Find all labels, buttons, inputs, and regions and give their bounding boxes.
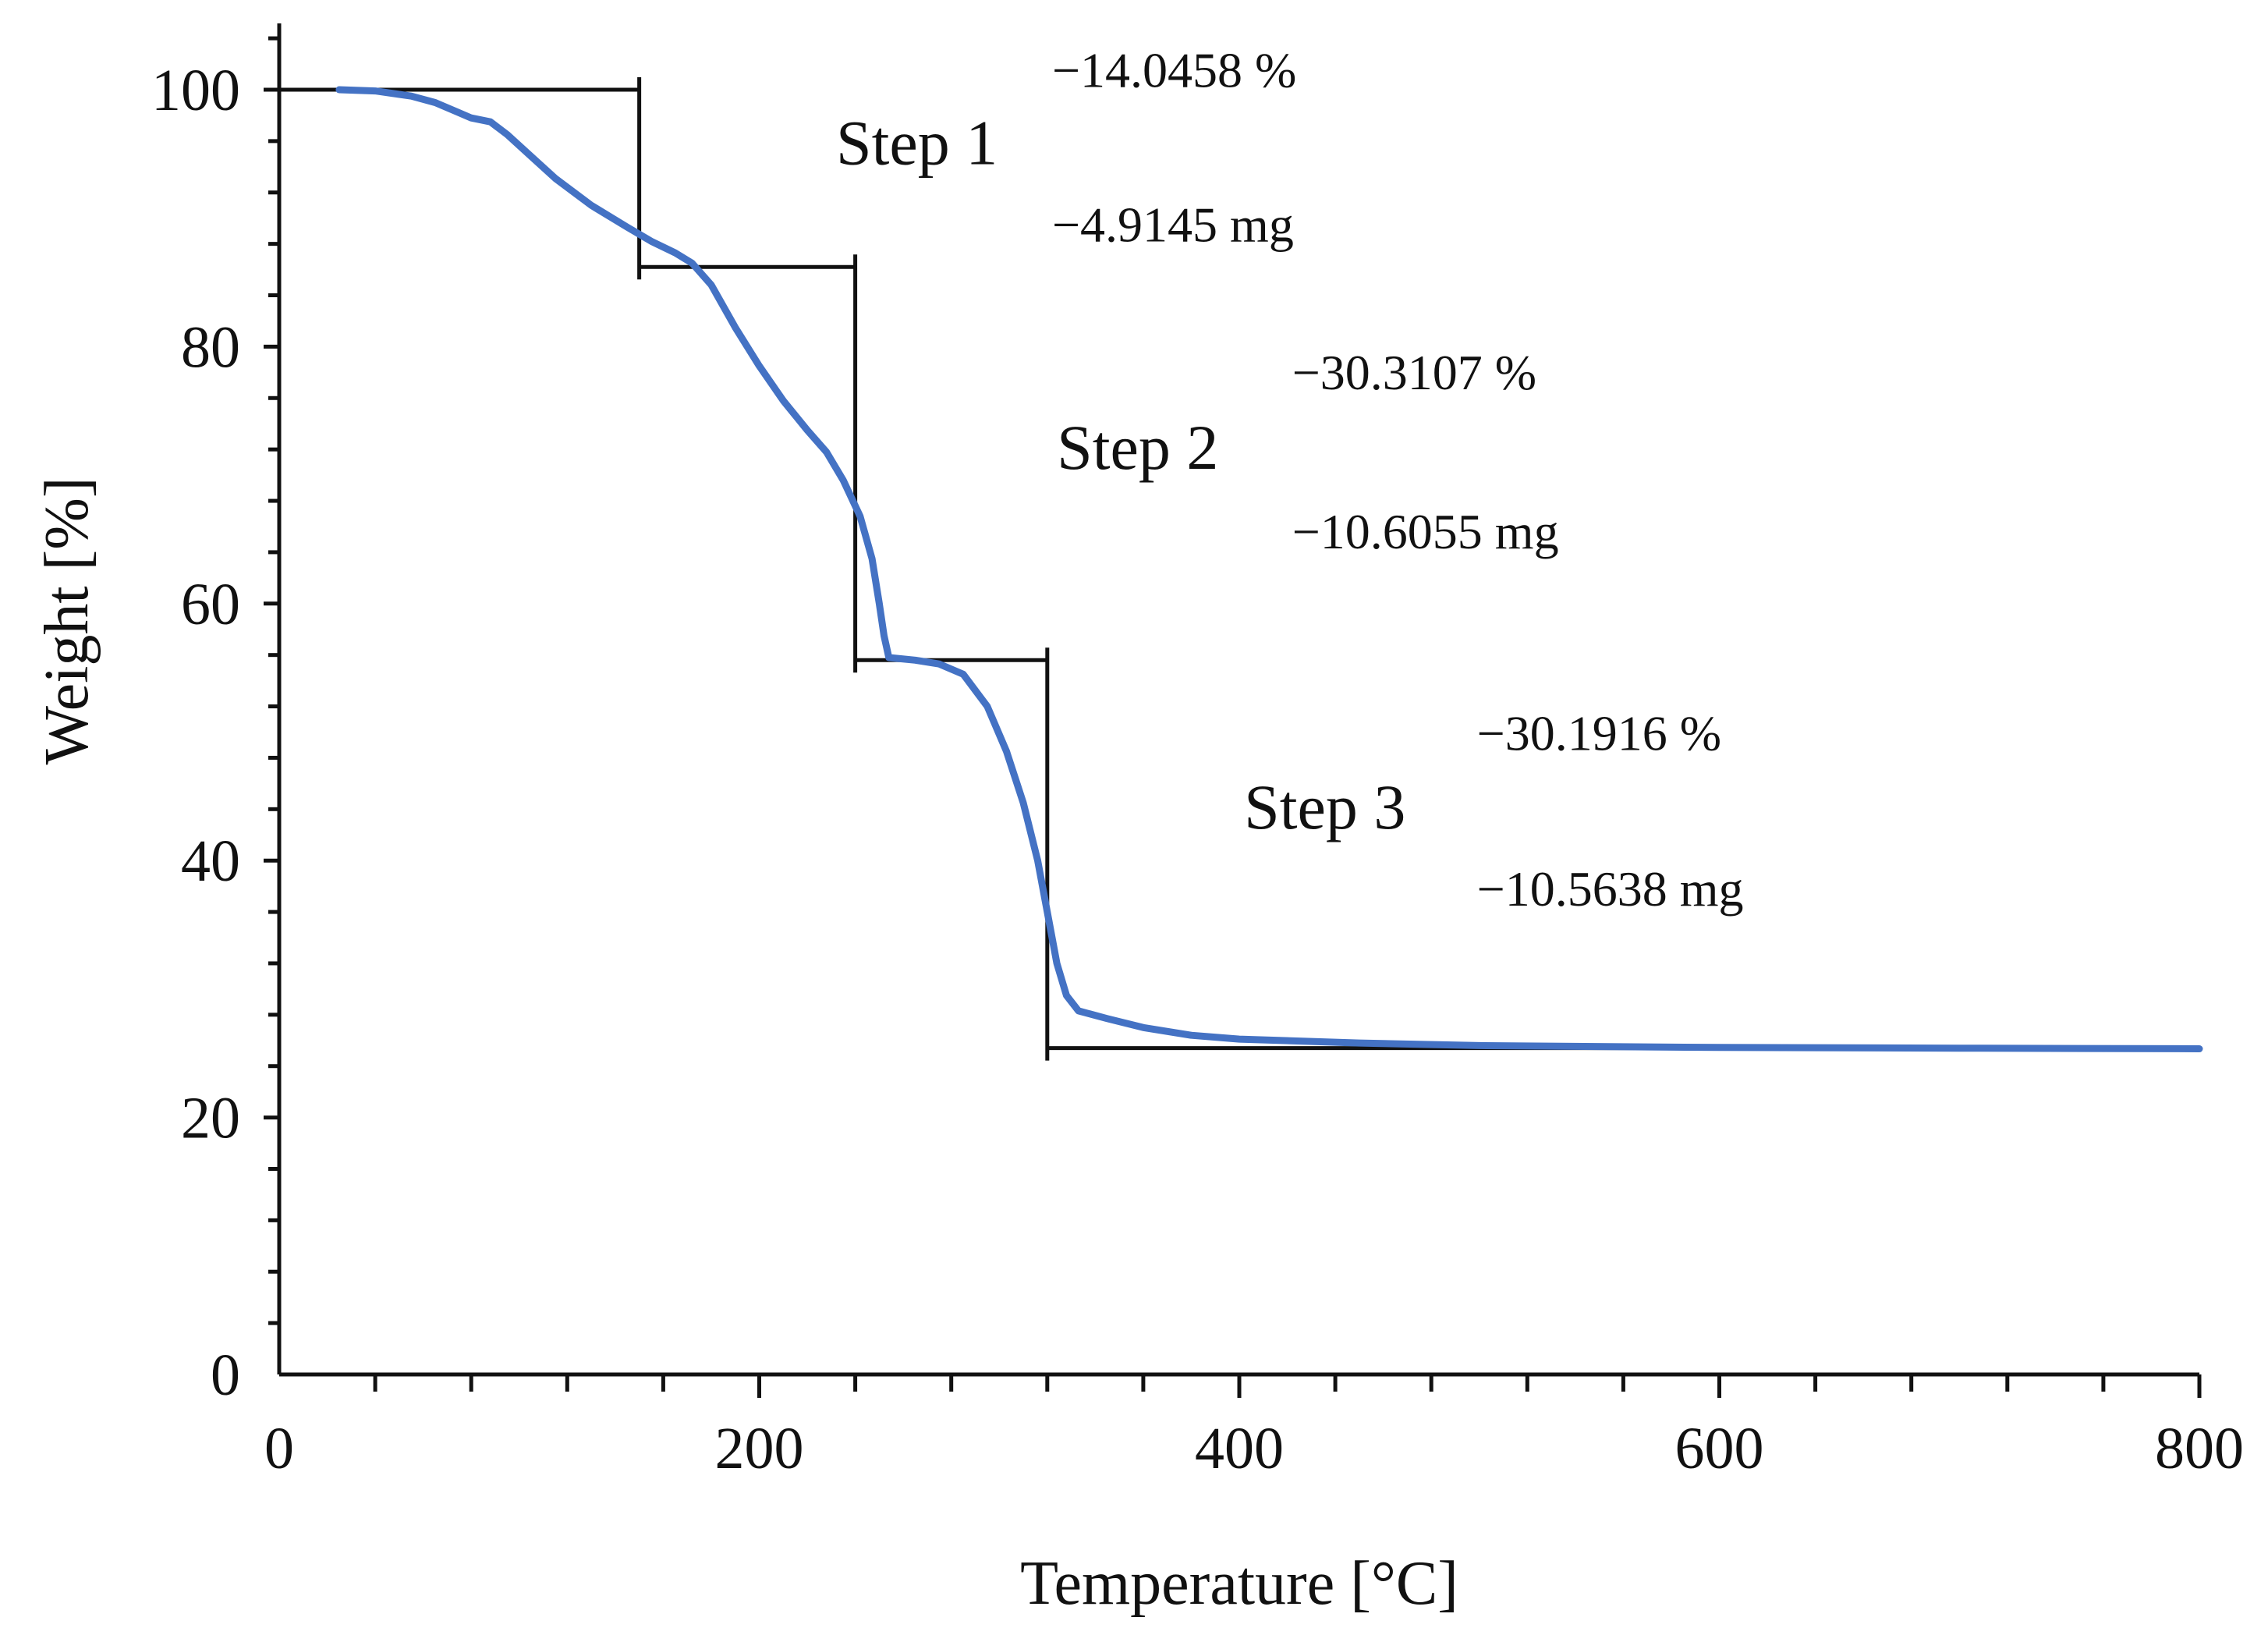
y-tick-label: 100: [151, 58, 240, 123]
series-line-weight: [335, 86, 2203, 1052]
x-tick-label: 200: [715, 1416, 804, 1481]
step-label: Step 2: [1057, 412, 1218, 483]
x-axis-title: Temperature [°C]: [1020, 1549, 1458, 1618]
series-group: [335, 86, 2203, 1052]
mass-loss-label: −10.5638 mg: [1477, 861, 1744, 917]
y-tick-label: 0: [211, 1342, 240, 1408]
y-tick-label: 60: [181, 572, 240, 637]
mass-loss-label: −10.6055 mg: [1292, 504, 1559, 559]
mass-loss-label: −14.0458 %: [1052, 43, 1296, 98]
y-tick-label: 40: [181, 828, 240, 894]
mass-loss-label: −30.1916 %: [1477, 706, 1721, 761]
y-tick-label: 80: [181, 314, 240, 380]
step-label: Step 1: [836, 108, 998, 179]
x-tick-label: 400: [1195, 1416, 1284, 1481]
ticks: [264, 36, 2202, 1398]
mass-loss-label: −30.3107 %: [1292, 345, 1536, 400]
y-axis-title: Weight [%]: [33, 477, 101, 765]
mass-loss-label: −4.9145 mg: [1052, 197, 1294, 252]
x-tick-label: 0: [264, 1416, 294, 1481]
tick-labels: 0 200 400 600 800 0 20 40 60 80 100: [151, 58, 2244, 1481]
x-tick-label: 600: [1675, 1416, 1764, 1481]
x-tick-label: 800: [2155, 1416, 2244, 1481]
y-tick-label: 20: [181, 1086, 240, 1151]
step-label: Step 3: [1244, 771, 1405, 842]
annotations: Step 1 Step 2 Step 3 −14.0458 % −4.9145 mg −3…: [836, 43, 1744, 917]
